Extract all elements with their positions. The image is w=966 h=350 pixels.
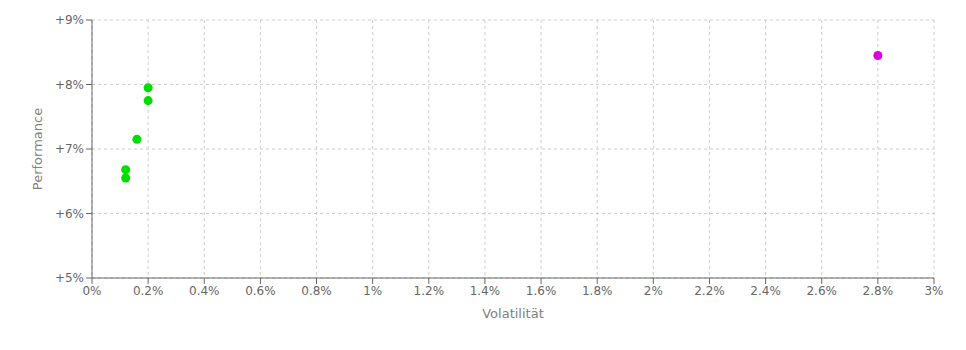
svg-text:0.2%: 0.2% xyxy=(133,284,164,298)
svg-text:+8%: +8% xyxy=(55,78,84,92)
svg-text:1.6%: 1.6% xyxy=(526,284,557,298)
svg-text:2.4%: 2.4% xyxy=(750,284,781,298)
svg-text:1.4%: 1.4% xyxy=(470,284,501,298)
svg-text:1%: 1% xyxy=(363,284,382,298)
svg-text:+9%: +9% xyxy=(55,13,84,27)
svg-text:0.4%: 0.4% xyxy=(189,284,220,298)
svg-text:2.2%: 2.2% xyxy=(694,284,725,298)
svg-text:0%: 0% xyxy=(82,284,101,298)
svg-text:2.6%: 2.6% xyxy=(806,284,837,298)
svg-text:1.2%: 1.2% xyxy=(414,284,445,298)
svg-text:+6%: +6% xyxy=(55,207,84,221)
svg-text:0.8%: 0.8% xyxy=(301,284,332,298)
svg-text:1.8%: 1.8% xyxy=(582,284,613,298)
svg-text:Volatilität: Volatilität xyxy=(482,306,544,321)
svg-text:0.6%: 0.6% xyxy=(245,284,276,298)
svg-text:2.8%: 2.8% xyxy=(863,284,894,298)
svg-text:+7%: +7% xyxy=(55,142,84,156)
svg-text:Performance: Performance xyxy=(30,108,45,190)
svg-text:3%: 3% xyxy=(924,284,943,298)
svg-text:2%: 2% xyxy=(644,284,663,298)
svg-text:+5%: +5% xyxy=(55,271,84,285)
